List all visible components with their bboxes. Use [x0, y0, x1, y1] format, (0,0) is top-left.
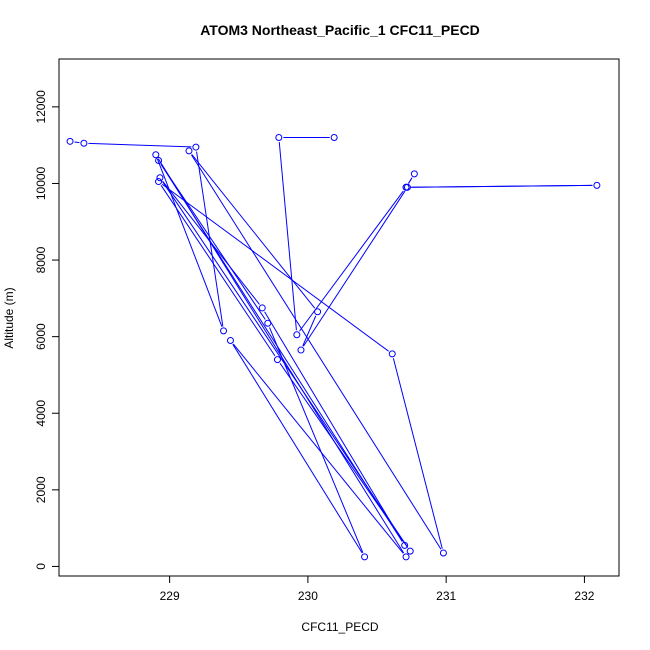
x-axis: 229 230 231 232 — [160, 575, 595, 603]
series-line-segment — [161, 183, 389, 352]
data-point — [258, 304, 266, 312]
data-point — [314, 308, 322, 316]
series-line-segment — [74, 141, 80, 144]
x-tick-label: 231 — [436, 589, 456, 603]
y-axis: 0 2000 4000 6000 8000 10000 12000 — [34, 90, 60, 570]
series-line-segment — [232, 343, 404, 554]
y-tick-label: 2000 — [34, 476, 48, 503]
data-point — [80, 139, 88, 147]
series-line-segment — [264, 311, 403, 542]
series-line-segment — [162, 180, 260, 305]
y-tick-label: 10000 — [34, 166, 48, 200]
series-line-segment — [88, 142, 192, 148]
data-point — [264, 319, 272, 327]
y-tick-label: 8000 — [34, 246, 48, 273]
series-line-segment — [232, 344, 363, 554]
y-axis-label: Altitude (m) — [2, 287, 16, 348]
data-point — [402, 553, 410, 561]
series-line-segment — [392, 358, 443, 549]
x-tick-label: 230 — [298, 589, 318, 603]
y-tick-label: 6000 — [34, 323, 48, 350]
series-line-segment — [299, 190, 404, 332]
series-line-segment — [278, 141, 297, 331]
series-line-segment — [303, 190, 406, 347]
y-tick-label: 0 — [34, 563, 48, 570]
data-point — [66, 137, 74, 145]
series-line-segment — [160, 185, 276, 357]
data-point — [152, 151, 160, 159]
data-point — [226, 336, 234, 344]
series-line-segment — [191, 154, 316, 309]
data-point — [402, 183, 410, 191]
data-point — [361, 553, 369, 561]
data-point — [297, 346, 305, 354]
series-line-segment — [156, 158, 223, 327]
x-tick-label: 229 — [160, 589, 180, 603]
x-axis-label: CFC11_PECD — [301, 620, 378, 634]
data-point — [406, 547, 414, 555]
series-line-segment — [162, 181, 409, 548]
y-tick-label: 12000 — [34, 90, 48, 124]
plot-frame — [58, 58, 620, 577]
data-point — [156, 174, 164, 182]
data-point — [155, 178, 163, 186]
data-point — [275, 134, 283, 142]
data-point — [192, 143, 200, 151]
data-point — [330, 134, 338, 142]
data-point — [220, 327, 228, 335]
data-point — [155, 156, 163, 164]
data-point — [593, 181, 601, 189]
series-line-segment — [279, 363, 409, 548]
data-point — [273, 356, 281, 364]
data-point — [401, 541, 409, 549]
data-point — [439, 549, 447, 557]
data-point — [388, 350, 396, 358]
series-line-segment — [160, 163, 266, 320]
data-point — [410, 170, 418, 178]
series-layer — [66, 134, 601, 561]
series-line-segment — [190, 154, 442, 550]
series-line-segment — [410, 184, 593, 188]
data-point — [185, 147, 193, 155]
data-point — [293, 331, 301, 339]
series-line-segment — [408, 177, 413, 184]
series-line-segment — [302, 315, 317, 347]
y-tick-label: 4000 — [34, 400, 48, 427]
chart-title: ATOM3 Northeast_Pacific_1 CFC11_PECD — [200, 22, 480, 38]
series-line-segment — [196, 151, 224, 327]
x-tick-label: 232 — [574, 589, 594, 603]
